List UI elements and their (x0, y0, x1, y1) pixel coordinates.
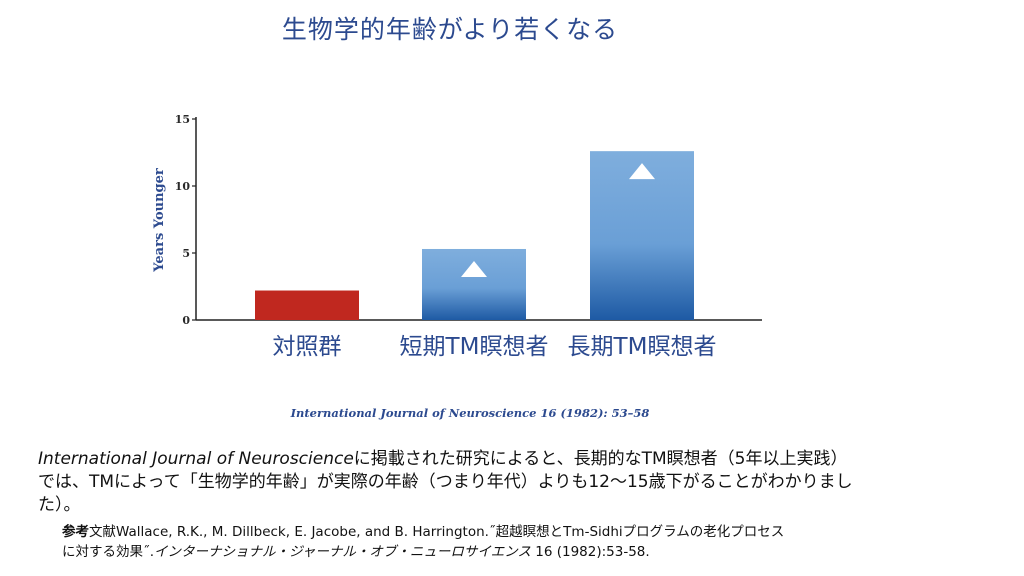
bar-1 (255, 290, 359, 320)
reference-note: 参考文献Wallace, R.K., M. Dillbeck, E. Jacob… (62, 522, 992, 562)
category-label-1: 対照群 (273, 334, 342, 360)
significance-triangle-3 (629, 163, 655, 180)
reference-part-1: 文献Wallace, R.K., M. Dillbeck, E. Jacobe,… (89, 524, 785, 540)
y-tick-label: 5 (182, 247, 190, 260)
reference-journal-ja: インターナショナル・ジャーナル・オブ・ニューロサイエンス (154, 544, 531, 560)
bar-chart: 0 5 10 15 Years Younger 対照群 短期TM瞑想者 長期TM瞑想者 (152, 113, 762, 360)
journal-name: International Journal of Neuroscience (38, 449, 354, 469)
reference-part-2: に対する効果˝. (62, 544, 155, 560)
y-tick-label: 10 (175, 180, 191, 193)
body-line-1: に掲載された研究によると、長期的なTM瞑想者（5年以上実践） (353, 449, 848, 469)
slide-title: 生物学的年齢がより若くなる (281, 15, 619, 44)
y-axis-label: Years Younger (152, 168, 167, 273)
body-line-3: た）。 (38, 495, 81, 515)
reference-part-4: 16 (1982):53-58. (530, 544, 650, 560)
bar-3 (590, 151, 694, 320)
y-tick-label: 15 (175, 113, 190, 126)
y-tick-label: 0 (182, 314, 190, 327)
reference-head: 参考 (62, 524, 89, 540)
bar-2 (422, 248, 526, 320)
chart-citation: International Journal of Neuroscience 16… (290, 406, 650, 420)
body-paragraph: International Journal of Neuroscienceに掲載… (38, 448, 988, 517)
significance-triangle-2 (461, 260, 487, 277)
category-label-2: 短期TM瞑想者 (400, 334, 549, 360)
category-label-3: 長期TM瞑想者 (568, 334, 717, 360)
body-line-2: では、TMによって「生物学的年齢」が実際の年齢（つまり年代）よりも12〜15歳下… (38, 472, 853, 492)
